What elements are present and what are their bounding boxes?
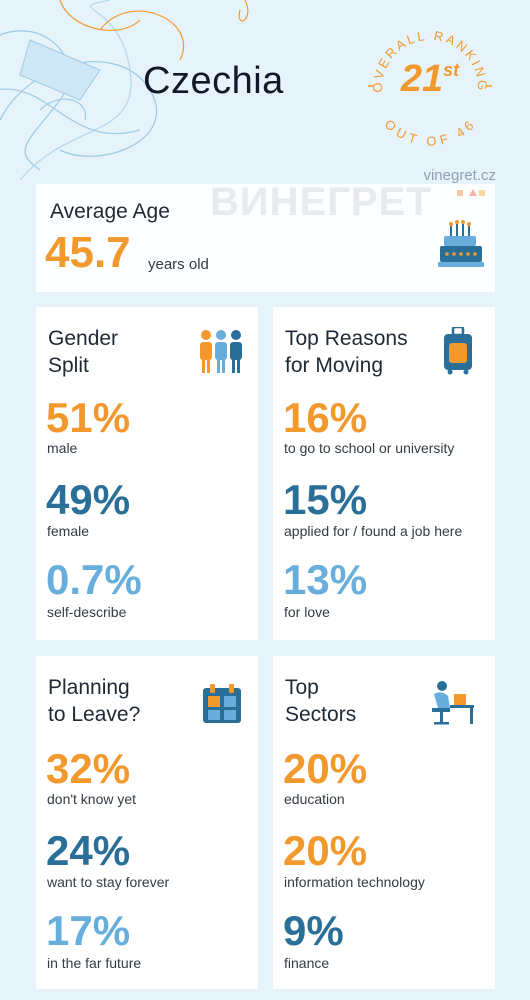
people-icon xyxy=(200,330,242,373)
sector-education-label: education xyxy=(284,791,345,807)
calendar-icon xyxy=(203,684,241,723)
planning-stay-label: want to stay forever xyxy=(47,874,170,890)
gender-female-label: female xyxy=(47,523,90,539)
sector-finance-label: finance xyxy=(284,955,330,971)
gender-split-title: Gender Split xyxy=(48,327,119,377)
average-age-card: Average Age 45.7 years old xyxy=(36,184,495,292)
desk-worker-icon xyxy=(432,681,474,725)
reason-job-label: applied for / found a job here xyxy=(284,523,463,539)
watermark-dots-icon xyxy=(457,189,485,196)
reason-school-label: to go to school or university xyxy=(284,440,455,456)
gender-male-label: male xyxy=(47,440,78,456)
gender-male-value: 51% xyxy=(46,394,131,441)
ranking-bottom-text: OUT OF 46 xyxy=(382,116,476,149)
top-sectors-card: Top Sectors 20% education 20% informatio… xyxy=(273,656,495,989)
decorative-lines xyxy=(0,0,249,181)
top-reasons-card: Top Reasons for Moving 16% to go to scho… xyxy=(273,307,495,640)
svg-text:OUT OF 46: OUT OF 46 xyxy=(382,116,479,148)
planning-far-future-value: 17% xyxy=(46,907,131,954)
planning-unsure-label: don't know yet xyxy=(47,791,137,807)
cake-icon xyxy=(438,220,484,267)
watermark-logo: ВИНЕГРЕТ xyxy=(210,180,432,224)
country-title: Czechia xyxy=(143,60,284,102)
sector-finance-value: 9% xyxy=(283,907,344,954)
reason-love-label: for love xyxy=(284,604,330,620)
reason-love-value: 13% xyxy=(283,556,368,603)
average-age-unit: years old xyxy=(148,256,209,273)
planning-stay-value: 24% xyxy=(46,827,131,874)
suitcase-icon xyxy=(444,327,472,375)
gender-self-describe-label: self-describe xyxy=(47,604,127,620)
planning-far-future-label: in the far future xyxy=(47,955,142,971)
sector-it-label: information technology xyxy=(284,874,425,890)
gender-female-value: 49% xyxy=(46,476,131,523)
reason-job-value: 15% xyxy=(283,476,368,523)
ranking-number: 21st xyxy=(400,58,460,100)
watermark-url: vinegret.cz xyxy=(423,167,496,184)
top-reasons-title: Top Reasons for Moving xyxy=(285,327,408,377)
gender-self-describe-value: 0.7% xyxy=(46,556,142,603)
planning-to-leave-card: Planning to Leave? 32% don't know yet 24… xyxy=(36,656,258,989)
planning-unsure-value: 32% xyxy=(46,745,131,792)
average-age-title: Average Age xyxy=(50,200,170,223)
average-age-value: 45.7 xyxy=(45,228,131,277)
top-sectors-title: Top Sectors xyxy=(285,676,357,726)
gender-split-card: Gender Split 51% male 49% female 0.7% se… xyxy=(36,307,258,640)
reason-school-value: 16% xyxy=(283,394,368,441)
planning-to-leave-title: Planning to Leave? xyxy=(48,676,141,726)
sector-it-value: 20% xyxy=(283,827,368,874)
ranking-ring: OVERALL RANKING OUT OF 46 xyxy=(368,28,492,149)
sector-education-value: 20% xyxy=(283,745,368,792)
ranking-badge: OVERALL RANKING OUT OF 46 21st xyxy=(364,16,496,149)
